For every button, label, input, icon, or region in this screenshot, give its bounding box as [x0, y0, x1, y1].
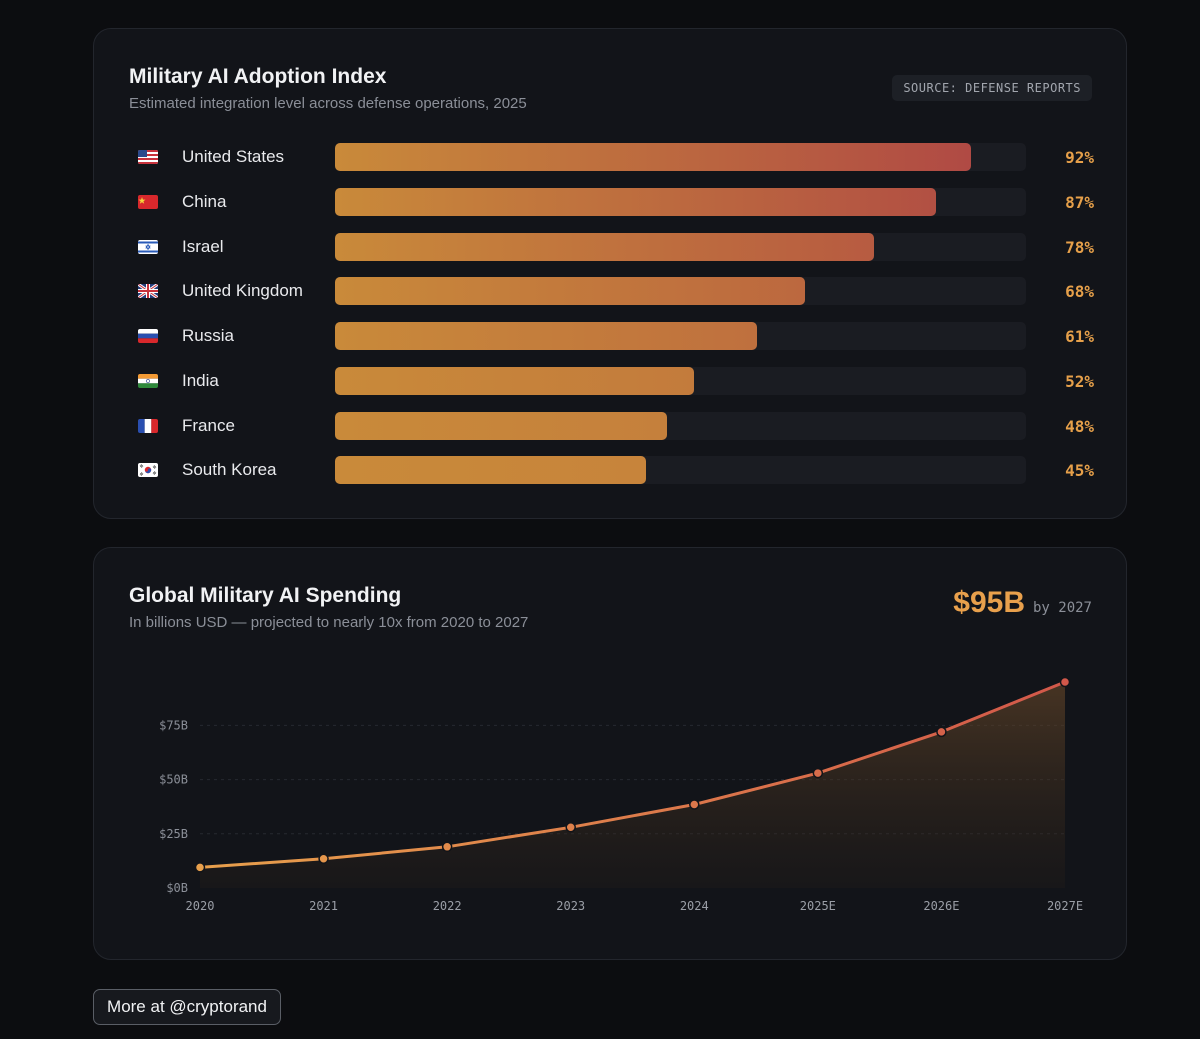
x-tick-label: 2021 [309, 899, 338, 913]
bar-track [335, 187, 1026, 216]
data-point [318, 853, 329, 864]
y-tick-label: $25B [159, 827, 188, 841]
country-label: South Korea [182, 460, 277, 480]
source-badge: SOURCE: DEFENSE REPORTS [892, 75, 1092, 101]
adoption-title: Military AI Adoption Index [129, 65, 387, 88]
bar-row: United Kingdom 68% [94, 277, 1128, 306]
x-tick-label: 2020 [186, 899, 215, 913]
bar-row: China 87% [94, 187, 1128, 216]
country-label: China [182, 191, 227, 211]
data-point [1059, 676, 1071, 688]
bar-row: Israel 78% [94, 232, 1128, 261]
bar-track [335, 232, 1026, 261]
spending-subtitle: In billions USD — projected to nearly 10… [129, 614, 529, 631]
bar-value-label: 92% [1065, 148, 1094, 167]
bar-value-label: 52% [1065, 371, 1094, 391]
country-label: France [182, 415, 235, 435]
spending-line [199, 680, 1066, 869]
bar-row: Russia 61% [94, 322, 1128, 350]
bar-fill [335, 456, 646, 485]
data-point [194, 862, 206, 873]
spending-card: Global Military AI Spending In billions … [93, 547, 1127, 960]
bar-track [335, 411, 1026, 440]
country-label: India [182, 370, 219, 390]
adoption-subtitle: Estimated integration level across defen… [129, 95, 527, 112]
bar-track [335, 322, 1026, 350]
bar-fill [335, 187, 937, 216]
bar-value-label: 45% [1065, 461, 1094, 481]
bar-row: South Korea 45% [94, 456, 1128, 485]
headline-stat: $95B by 2027 [953, 586, 1092, 620]
y-tick-label: $0B [166, 881, 188, 895]
country-label: United Kingdom [182, 281, 303, 301]
spending-title: Global Military AI Spending [129, 584, 402, 607]
in-flag-icon [138, 373, 158, 388]
bar-fill [335, 277, 805, 306]
headline-note: by 2027 [1032, 600, 1092, 616]
spending-chart: $0B $25B $50B $75B 2020 2021 2022 2023 2024 2025E… [159, 676, 1083, 913]
y-tick-label: $50B [159, 773, 188, 787]
ru-flag-icon [138, 329, 158, 343]
bar-fill [335, 411, 667, 440]
bar-fill [335, 143, 971, 171]
bar-track [335, 366, 1026, 395]
gb-flag-icon [138, 284, 158, 299]
y-tick-label: $75B [159, 718, 188, 732]
bar-track [335, 277, 1026, 306]
fr-flag-icon [138, 418, 158, 433]
data-point [936, 726, 947, 738]
country-label: United States [182, 147, 285, 166]
data-point [812, 767, 824, 779]
data-point [689, 799, 700, 810]
data-point [441, 841, 453, 853]
kr-flag-icon [138, 463, 158, 478]
bar-value-label: 48% [1065, 416, 1094, 436]
bar-row: United States 92% [94, 143, 1128, 171]
bar-row: India 52% [94, 366, 1128, 395]
bar-track [335, 456, 1026, 485]
bar-value-label: 78% [1065, 237, 1094, 257]
bar-fill [335, 322, 757, 350]
x-tick-label: 2026E [923, 899, 959, 913]
x-tick-label: 2027E [1047, 899, 1083, 913]
il-flag-icon [138, 239, 158, 254]
spending-area [200, 682, 1065, 888]
x-tick-label: 2025E [800, 899, 836, 913]
x-tick-label: 2022 [433, 899, 462, 913]
bar-fill [335, 366, 695, 395]
us-flag-icon [138, 150, 158, 164]
bar-fill [335, 232, 874, 261]
country-label: Israel [182, 236, 224, 256]
data-point [565, 822, 576, 833]
bar-track [335, 143, 1026, 171]
bar-value-label: 68% [1065, 282, 1094, 302]
headline-value: $95B [953, 586, 1025, 619]
x-tick-label: 2023 [556, 899, 585, 913]
bar-value-label: 87% [1065, 192, 1094, 212]
adoption-card: Military AI Adoption Index Estimated int… [93, 28, 1127, 519]
cn-flag-icon [138, 194, 158, 209]
bar-value-label: 61% [1065, 327, 1094, 346]
more-link-button[interactable]: More at @cryptorand [93, 989, 281, 1025]
x-tick-label: 2024 [680, 899, 709, 913]
bar-row: France 48% [94, 411, 1128, 440]
country-label: Russia [182, 326, 234, 345]
